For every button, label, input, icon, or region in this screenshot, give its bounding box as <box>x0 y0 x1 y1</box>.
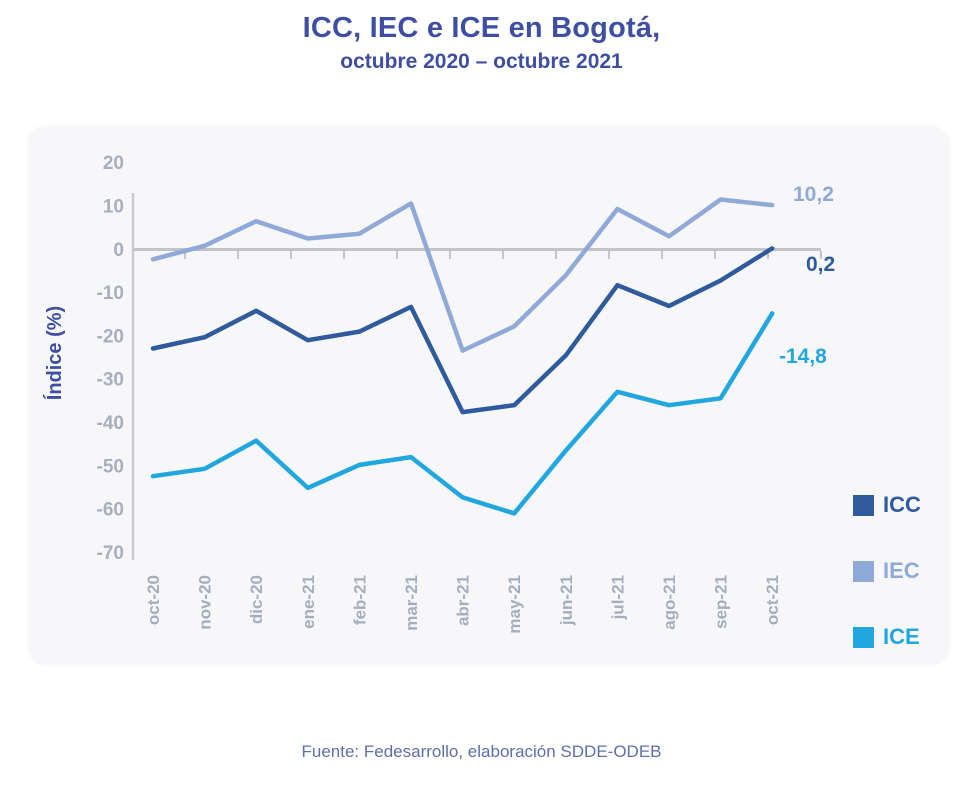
y-tick-label-0: 0 <box>113 240 124 261</box>
legend: ICC IEC ICE <box>853 492 921 650</box>
y-axis-title: Índice (%) <box>44 305 66 401</box>
x-tick-label-jun-21: jun-21 <box>557 575 576 626</box>
x-tick-label-ene-21: ene-21 <box>299 575 318 629</box>
series-line-IEC <box>150 197 775 353</box>
x-tick-label-jul-21: jul-21 <box>608 575 627 620</box>
iec-color-swatch <box>853 560 874 582</box>
y-tick-label--10: -10 <box>97 283 124 304</box>
x-tick-label-ago-21: ago-21 <box>660 575 679 630</box>
icc-color-swatch <box>853 494 874 516</box>
legend-item-icc: ICC <box>853 492 921 518</box>
x-tick-label-may-21: may-21 <box>505 575 524 634</box>
y-tick-label--60: -60 <box>97 500 124 521</box>
series-line-ICC <box>150 246 775 415</box>
y-tick-label--50: -50 <box>97 456 124 477</box>
source-note: Fuente: Fedesarrollo, elaboración SDDE-O… <box>301 742 662 761</box>
ice-color-swatch <box>853 626 874 648</box>
x-tick-label-dic-20: dic-20 <box>247 575 266 624</box>
x-tick-label-feb-21: feb-21 <box>350 575 369 625</box>
x-tick-label-mar-21: mar-21 <box>402 575 421 631</box>
x-tick-label-abr-21: abr-21 <box>454 575 473 626</box>
end-label-IEC: 10,2 <box>793 183 834 206</box>
x-tick-label-nov-20: nov-20 <box>196 575 215 630</box>
y-tick-label-10: 10 <box>103 197 124 218</box>
x-tick-label-sep-21: sep-21 <box>712 575 731 629</box>
legend-label-iec: IEC <box>883 558 920 583</box>
x-tick-label-oct-20: oct-20 <box>144 575 163 625</box>
legend-label-icc: ICC <box>883 492 921 517</box>
legend-label-ice: ICE <box>883 624 920 649</box>
chart-title: ICC, IEC e ICE en Bogotá, <box>302 12 661 44</box>
chart-card <box>28 126 949 665</box>
legend-item-ice: ICE <box>853 624 921 650</box>
y-tick-label--70: -70 <box>97 543 124 564</box>
series-line-ICE <box>150 311 775 516</box>
chart-subtitle: octubre 2020 – octubre 2021 <box>340 50 623 73</box>
legend-item-iec: IEC <box>853 558 921 584</box>
y-tick-label--30: -30 <box>97 370 124 391</box>
y-tick-label--40: -40 <box>97 413 124 434</box>
y-tick-label-20: 20 <box>103 153 124 174</box>
end-label-ICC: 0,2 <box>806 253 835 276</box>
end-label-ICE: -14,8 <box>779 345 827 368</box>
x-tick-label-oct-21: oct-21 <box>763 575 782 625</box>
y-tick-label--20: -20 <box>97 326 124 347</box>
